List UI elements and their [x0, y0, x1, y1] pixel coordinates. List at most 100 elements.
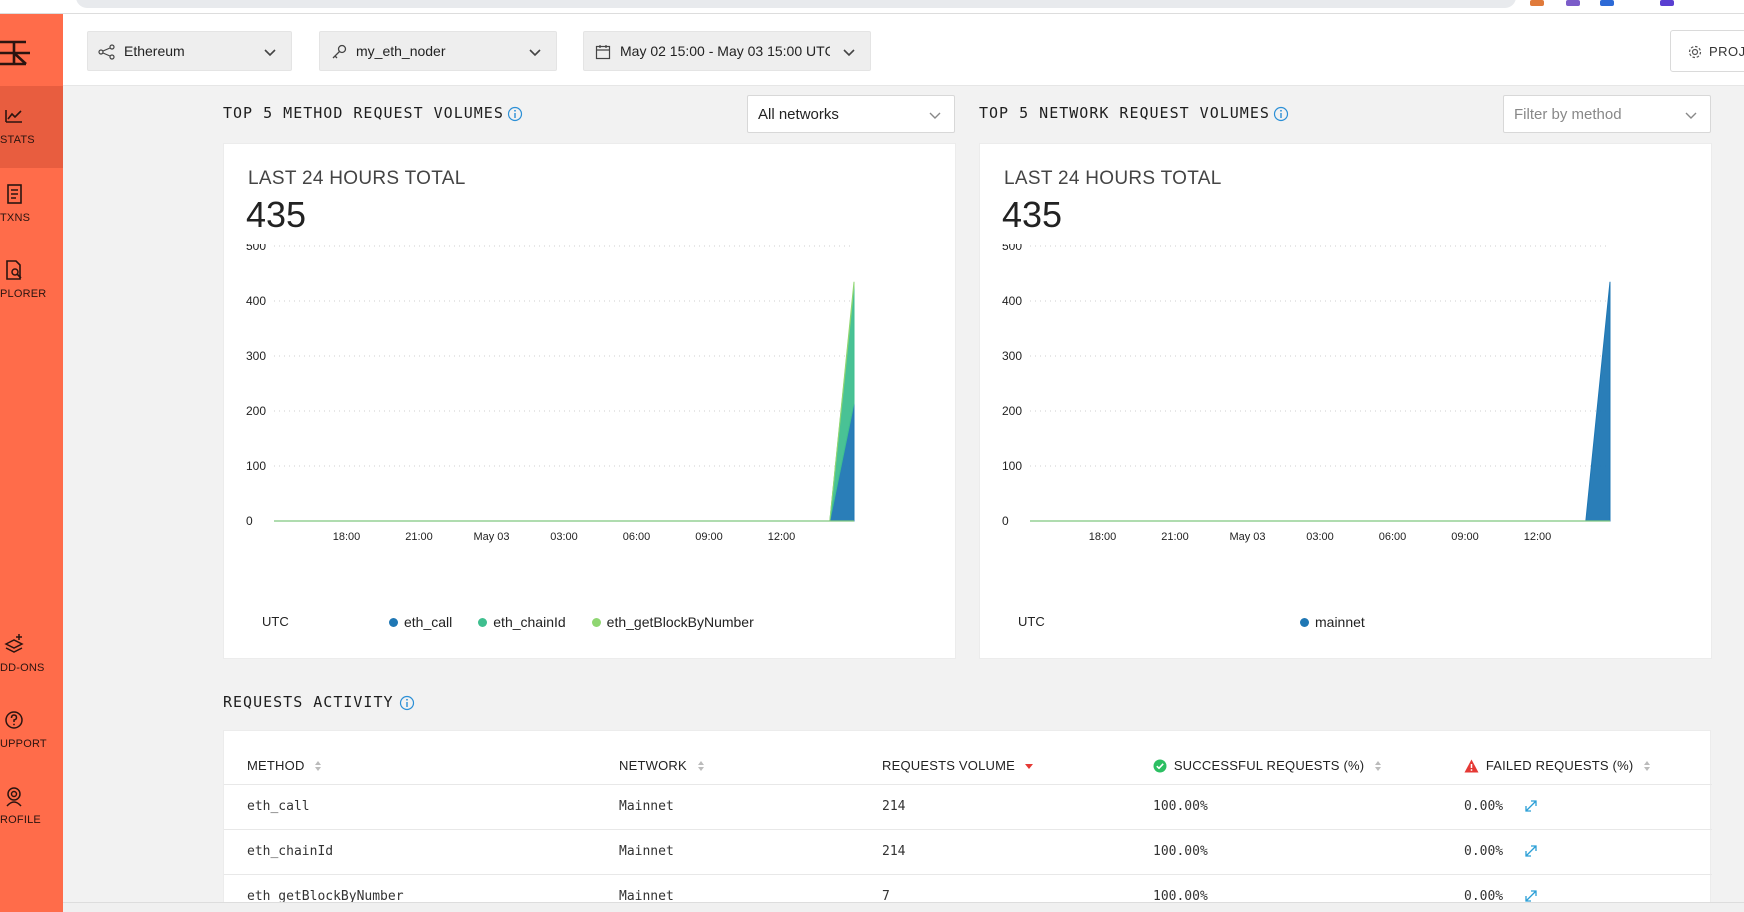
info-icon[interactable]	[1273, 106, 1289, 122]
chevron-down-icon	[529, 49, 541, 57]
area-eth_chainId	[274, 285, 855, 522]
file-search-icon	[6, 260, 22, 280]
chevron-down-icon	[929, 112, 941, 119]
sidebar-item-label: PLORER	[0, 288, 47, 300]
chart-legend: eth_call eth_chainId eth_getBlockByNumber	[389, 614, 780, 630]
table-row[interactable]: eth_call Mainnet 214 100.00% 0.00%	[224, 784, 1712, 829]
legend-label: eth_call	[404, 614, 453, 630]
date-range-dropdown[interactable]: May 02 15:00 - May 03 15:00 UTC	[583, 31, 871, 71]
info-icon[interactable]	[399, 695, 415, 711]
address-bar[interactable]	[76, 0, 1516, 8]
profile-icon	[6, 787, 22, 807]
legend-swatch	[389, 618, 398, 627]
network-dropdown-label: Ethereum	[124, 43, 185, 59]
expand-icon[interactable]	[1523, 843, 1539, 859]
sidebar-item-support[interactable]: UPPORT	[0, 690, 63, 772]
date-range-label: May 02 15:00 - May 03 15:00 UTC	[620, 43, 830, 59]
sort-icon	[315, 761, 322, 771]
requests-activity-table: METHOD NETWORK REQUESTS VOLUME SUCCESSFU…	[223, 730, 1712, 912]
gear-icon	[1688, 45, 1702, 59]
network-nodes-icon	[98, 44, 115, 60]
y-tick-label: 500	[1002, 244, 1022, 253]
column-header-network[interactable]: NETWORK	[619, 758, 705, 773]
cell-success: 100.00%	[1153, 889, 1208, 904]
sidebar: STATS TXNS PLORER DD-ONS UPPORT	[0, 14, 63, 912]
timezone-label: UTC	[1018, 614, 1045, 629]
column-header-failed[interactable]: FAILED REQUESTS (%)	[1464, 758, 1651, 773]
header-label: REQUESTS VOLUME	[882, 758, 1016, 773]
sidebar-item-addons[interactable]: DD-ONS	[0, 614, 63, 696]
browser-chrome	[0, 0, 1744, 14]
extension-icon[interactable]	[1566, 0, 1580, 6]
timezone-label: UTC	[262, 614, 289, 629]
method-filter-placeholder: Filter by method	[1514, 106, 1622, 123]
chart-legend: mainnet	[1300, 614, 1391, 630]
cell-failed: 0.00%	[1464, 799, 1504, 814]
x-tick-label: 09:00	[695, 531, 723, 543]
card-caption: LAST 24 HOURS TOTAL	[248, 168, 466, 189]
cell-network: Mainnet	[619, 844, 674, 859]
cell-method: eth_chainId	[247, 844, 334, 859]
column-header-success[interactable]: SUCCESSFUL REQUESTS (%)	[1153, 758, 1382, 773]
sort-icon	[697, 761, 704, 771]
cell-network: Mainnet	[619, 889, 674, 904]
sidebar-item-stats[interactable]: STATS	[0, 86, 63, 168]
extension-icon[interactable]	[1530, 0, 1544, 6]
cell-failed: 0.00%	[1464, 844, 1504, 859]
header-label: NETWORK	[619, 758, 687, 773]
question-icon	[5, 711, 23, 729]
cell-failed: 0.00%	[1464, 889, 1504, 904]
extension-icon[interactable]	[1660, 0, 1674, 6]
legend-item[interactable]: eth_call	[389, 614, 452, 630]
info-icon[interactable]	[507, 106, 523, 122]
x-tick-label: 03:00	[550, 531, 578, 543]
area-eth_getBlockByNumber	[274, 281, 855, 522]
expand-icon[interactable]	[1523, 798, 1539, 814]
sidebar-item-profile[interactable]: ROFILE	[0, 766, 63, 848]
table-row[interactable]: eth_chainId Mainnet 214 100.00% 0.00%	[224, 829, 1712, 874]
legend-item[interactable]: eth_getBlockByNumber	[591, 614, 754, 630]
cell-volume: 214	[882, 799, 906, 814]
network-dropdown[interactable]: Ethereum	[87, 31, 292, 71]
y-tick-label: 300	[1002, 349, 1022, 363]
column-header-method[interactable]: METHOD	[247, 758, 322, 773]
x-tick-label: 12:00	[1524, 531, 1552, 543]
cell-volume: 214	[882, 844, 906, 859]
x-tick-label: May 03	[1229, 531, 1265, 543]
network-volume-chart: 0 100 200 300 400 500 18:00 21:00 May 03 03:00 06:…	[1002, 244, 1611, 543]
legend-swatch	[591, 618, 601, 627]
x-tick-label: 18:00	[1089, 531, 1117, 543]
header-label: SUCCESSFUL REQUESTS (%)	[1173, 758, 1365, 773]
check-circle-icon	[1153, 759, 1167, 773]
legend-swatch	[478, 618, 488, 627]
method-filter-select[interactable]: Filter by method	[1503, 95, 1711, 133]
legend-item[interactable]: eth_chainId	[478, 614, 566, 630]
y-tick-label: 400	[1002, 294, 1022, 308]
table-row[interactable]: eth_getBlockByNumber Mainnet 7 100.00% 0…	[224, 874, 1712, 912]
x-tick-label: 18:00	[333, 531, 361, 543]
cell-network: Mainnet	[619, 799, 674, 814]
area-mainnet	[1030, 281, 1611, 522]
extension-icon[interactable]	[1600, 0, 1614, 6]
y-tick-label: 300	[246, 349, 266, 363]
chevron-down-icon	[264, 49, 276, 57]
y-tick-label: 100	[246, 459, 266, 473]
legend-item[interactable]: mainnet	[1300, 614, 1365, 630]
column-header-volume[interactable]: REQUESTS VOLUME	[882, 758, 1033, 773]
horizontal-scrollbar[interactable]	[63, 902, 1744, 912]
y-tick-label: 100	[1002, 459, 1022, 473]
sidebar-item-txns[interactable]: TXNS	[0, 164, 63, 246]
project-settings-button[interactable]: PROJ	[1670, 30, 1744, 72]
sidebar-item-explorer[interactable]: PLORER	[0, 240, 63, 322]
x-tick-label: 09:00	[1451, 531, 1479, 543]
addons-icon	[4, 634, 24, 653]
network-filter-select[interactable]: All networks	[747, 95, 955, 133]
x-tick-label: 21:00	[405, 531, 433, 543]
logo-icon[interactable]	[0, 36, 40, 70]
method-volume-chart: 0 100 200 300 400 500 18:00 21:00 May 03 03:00 06:…	[246, 244, 855, 543]
expand-icon[interactable]	[1523, 888, 1539, 904]
x-tick-label: 12:00	[768, 531, 796, 543]
endpoint-dropdown[interactable]: my_eth_noder	[319, 31, 557, 71]
legend-swatch	[1300, 618, 1309, 627]
sort-icon	[1375, 761, 1382, 771]
